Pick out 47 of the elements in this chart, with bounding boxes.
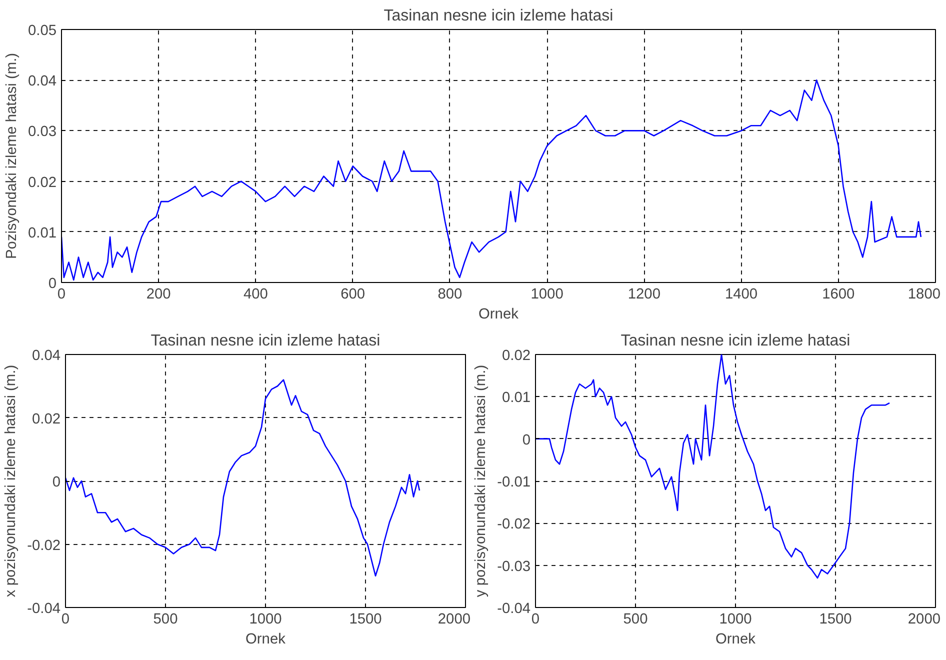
y-tick-label: 0.02 xyxy=(502,348,531,364)
chart-title: Tasinan nesne icin izleme hatasi xyxy=(150,332,380,350)
x-tick-label: 1600 xyxy=(822,286,855,302)
line-series xyxy=(62,79,922,281)
x-tick-label: 500 xyxy=(153,612,178,628)
y-tick-label: 0 xyxy=(48,276,57,292)
x-axis-title: Ornek xyxy=(716,632,756,648)
y-tick-label: -0.03 xyxy=(497,558,530,575)
x-tick-label: 2000 xyxy=(908,612,941,628)
chart-title: Tasinan nesne icin izleme hatasi xyxy=(620,332,850,350)
y-tick-label: -0.02 xyxy=(27,538,60,554)
x-axis-title: Ornek xyxy=(478,306,520,322)
y-axis-title: y pozisyonundaki izleme hatasi (m.) xyxy=(473,364,490,598)
x-tick-label: 1500 xyxy=(349,612,382,628)
y-tick-label: 0.01 xyxy=(502,390,531,406)
x-tick-label: 800 xyxy=(438,286,462,302)
y-tick-label: 0.03 xyxy=(28,124,57,140)
y-tick-label: -0.02 xyxy=(497,516,530,533)
chart-title: Tasinan nesne icin izleme hatasi xyxy=(384,8,614,24)
line-series xyxy=(536,354,890,579)
y-tick-label: 0 xyxy=(52,474,61,490)
x-tick-label: 400 xyxy=(243,286,268,302)
y-tick-label: 0.05 xyxy=(28,23,57,39)
x-tick-label: 1200 xyxy=(628,286,660,302)
y-tick-label: -0.04 xyxy=(27,601,60,617)
x-tick-label: 1000 xyxy=(530,286,564,302)
x-tick-label: 200 xyxy=(146,286,171,302)
y-tick-label: 0 xyxy=(522,432,531,448)
y-axis-title: Pozisyondaki izleme hatasi (m.) xyxy=(4,52,20,260)
x-tick-label: 1500 xyxy=(819,612,852,628)
x-tick-label: 600 xyxy=(340,286,366,302)
y-tick-label: 0.01 xyxy=(28,225,57,242)
line-series xyxy=(66,379,420,577)
y-tick-label: -0.01 xyxy=(497,474,530,490)
x-axis-title: Ornek xyxy=(246,632,286,648)
x-tick-label: 1800 xyxy=(908,286,941,302)
x-tick-label: 500 xyxy=(623,612,648,628)
y-tick-label: 0.02 xyxy=(28,174,57,191)
y-tick-label: 0.04 xyxy=(32,348,61,364)
y-tick-label: 0.02 xyxy=(32,411,61,428)
y-tick-label: -0.04 xyxy=(497,601,530,617)
x-tick-label: 1000 xyxy=(249,612,282,628)
y-tick-label: 0.04 xyxy=(28,74,57,90)
x-tick-label: 1400 xyxy=(724,286,758,302)
x-tick-label: 2000 xyxy=(438,612,471,628)
y-axis-title: x pozisyonundaki izleme hatasi (m.) xyxy=(3,364,20,598)
x-tick-label: 1000 xyxy=(719,612,752,628)
